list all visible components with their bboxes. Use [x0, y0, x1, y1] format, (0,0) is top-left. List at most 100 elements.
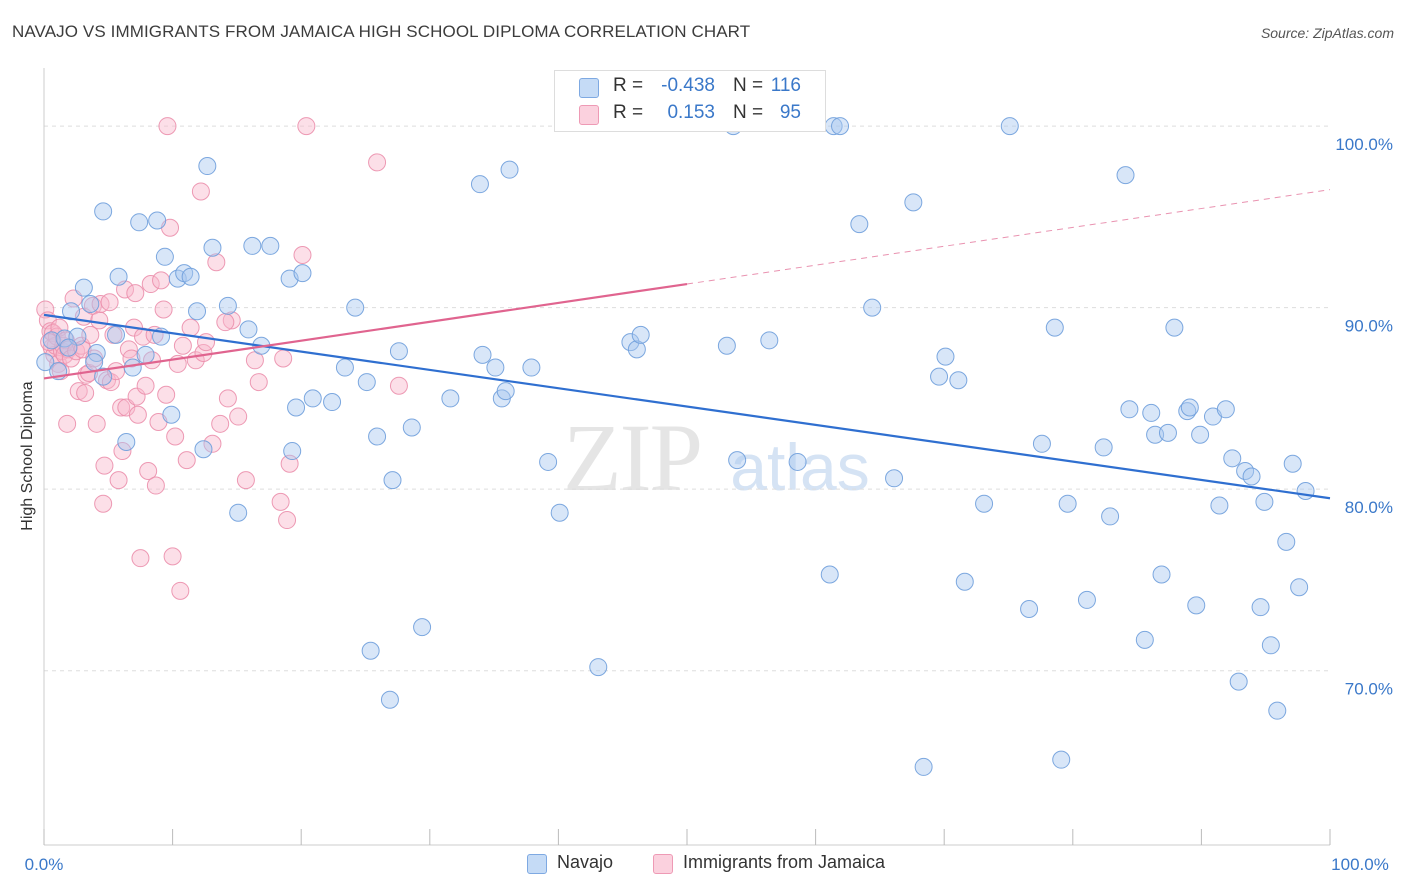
- navajo-point: [1223, 449, 1242, 468]
- legend-swatch-jamaica: [579, 105, 599, 125]
- navajo-point: [885, 469, 904, 488]
- correlation-legend: R = -0.438 N = 116 R = 0.153 N = 95: [554, 70, 826, 132]
- navajo-point: [631, 325, 650, 344]
- navajo-point: [283, 442, 302, 461]
- axes: [43, 68, 1331, 846]
- navajo-point: [496, 382, 515, 401]
- jamaica-point: [249, 373, 268, 392]
- jamaica-point: [157, 385, 176, 404]
- watermark-atlas: atlas: [730, 430, 869, 504]
- navajo-point: [850, 215, 869, 234]
- jamaica-point: [113, 442, 132, 461]
- jamaica-point: [203, 434, 222, 453]
- jamaica-point: [69, 382, 88, 401]
- jamaica-point: [222, 311, 241, 330]
- navajo-point: [1210, 496, 1229, 515]
- jamaica-point: [389, 376, 408, 395]
- jamaica-point: [166, 427, 185, 446]
- navajo-point: [1180, 398, 1199, 417]
- navajo-point: [820, 565, 839, 584]
- y-tick-label: 100.0%: [1335, 135, 1393, 154]
- navajo-point: [1251, 598, 1270, 617]
- x-tick-label: 0.0%: [25, 855, 64, 874]
- jamaica-point: [139, 462, 158, 481]
- navajo-point: [1242, 467, 1261, 486]
- legend-r-value: -0.438: [661, 75, 715, 96]
- navajo-trendline: [43, 313, 1331, 500]
- jamaica-point: [211, 414, 230, 433]
- legend-r-label: R =: [613, 75, 644, 96]
- navajo-point: [949, 371, 968, 390]
- navajo-point: [323, 393, 342, 412]
- navajo-point: [539, 452, 558, 471]
- jamaica-point: [154, 300, 173, 319]
- navajo-point: [1290, 578, 1309, 597]
- jamaica-point: [91, 295, 110, 314]
- jamaica-swatch: [653, 854, 673, 874]
- jamaica-points: [36, 117, 408, 600]
- navajo-point: [130, 213, 149, 232]
- jamaica-point: [87, 414, 106, 433]
- navajo-point: [335, 358, 354, 377]
- legend-r-label: R =: [613, 102, 644, 123]
- jamaica-point: [100, 293, 119, 312]
- navajo-point: [914, 757, 933, 776]
- navajo-point: [1261, 636, 1280, 655]
- jamaica-legend-label: Immigrants from Jamaica: [683, 852, 886, 872]
- navajo-point: [589, 658, 608, 677]
- navajo-point: [1116, 166, 1135, 185]
- navajo-point: [1045, 318, 1064, 337]
- jamaica-point: [122, 349, 141, 368]
- navajo-point: [1032, 434, 1051, 453]
- navajo-point: [59, 338, 78, 357]
- navajo-point: [383, 471, 402, 490]
- navajo-point: [1216, 400, 1235, 419]
- chart-title: NAVAJO VS IMMIGRANTS FROM JAMAICA HIGH S…: [12, 22, 751, 41]
- jamaica-point: [278, 511, 297, 530]
- jamaica-point: [112, 398, 131, 417]
- navajo-point: [198, 157, 217, 176]
- navajo-point: [402, 418, 421, 437]
- navajo-point: [162, 405, 181, 424]
- navajo-point: [1152, 565, 1171, 584]
- y-tick-label: 70.0%: [1345, 680, 1393, 699]
- navajo-swatch: [527, 854, 547, 874]
- navajo-point: [261, 236, 280, 255]
- legend-n-value: 95: [779, 102, 801, 123]
- navajo-point: [1296, 481, 1315, 500]
- jamaica-point: [236, 471, 255, 490]
- jamaica-point: [229, 407, 248, 426]
- navajo-point: [1165, 318, 1184, 337]
- jamaica-point: [191, 182, 210, 201]
- navajo-point: [94, 202, 113, 221]
- navajo-point: [36, 353, 55, 372]
- source-label: Source: ZipAtlas.com: [1260, 25, 1394, 41]
- navajo-point: [1229, 672, 1248, 691]
- navajo-point: [1094, 438, 1113, 457]
- jamaica-point: [207, 253, 226, 272]
- jamaica-point: [141, 275, 160, 294]
- navajo-point: [1191, 425, 1210, 444]
- navajo-point: [550, 503, 569, 522]
- navajo-point: [1142, 403, 1161, 422]
- navajo-point: [1058, 494, 1077, 513]
- navajo-point: [293, 264, 312, 283]
- tick-labels: 70.0% 80.0% 90.0% 100.0% 0.0% 100.0%: [25, 135, 1393, 874]
- jamaica-point: [36, 300, 55, 319]
- navajo-point: [303, 389, 322, 408]
- navajo-point: [1255, 492, 1274, 511]
- jamaica-point: [131, 549, 150, 568]
- x-tick-label: 100.0%: [1331, 855, 1389, 874]
- jamaica-point: [95, 456, 114, 475]
- navajo-point: [728, 451, 747, 470]
- navajo-point: [74, 278, 93, 297]
- navajo-point: [243, 236, 262, 255]
- navajo-point: [117, 432, 136, 451]
- navajo-point: [930, 367, 949, 386]
- navajo-point: [123, 358, 142, 377]
- navajo-point: [1277, 532, 1296, 551]
- navajo-point: [413, 618, 432, 637]
- navajo-point: [788, 452, 807, 471]
- navajo-point: [1101, 507, 1120, 526]
